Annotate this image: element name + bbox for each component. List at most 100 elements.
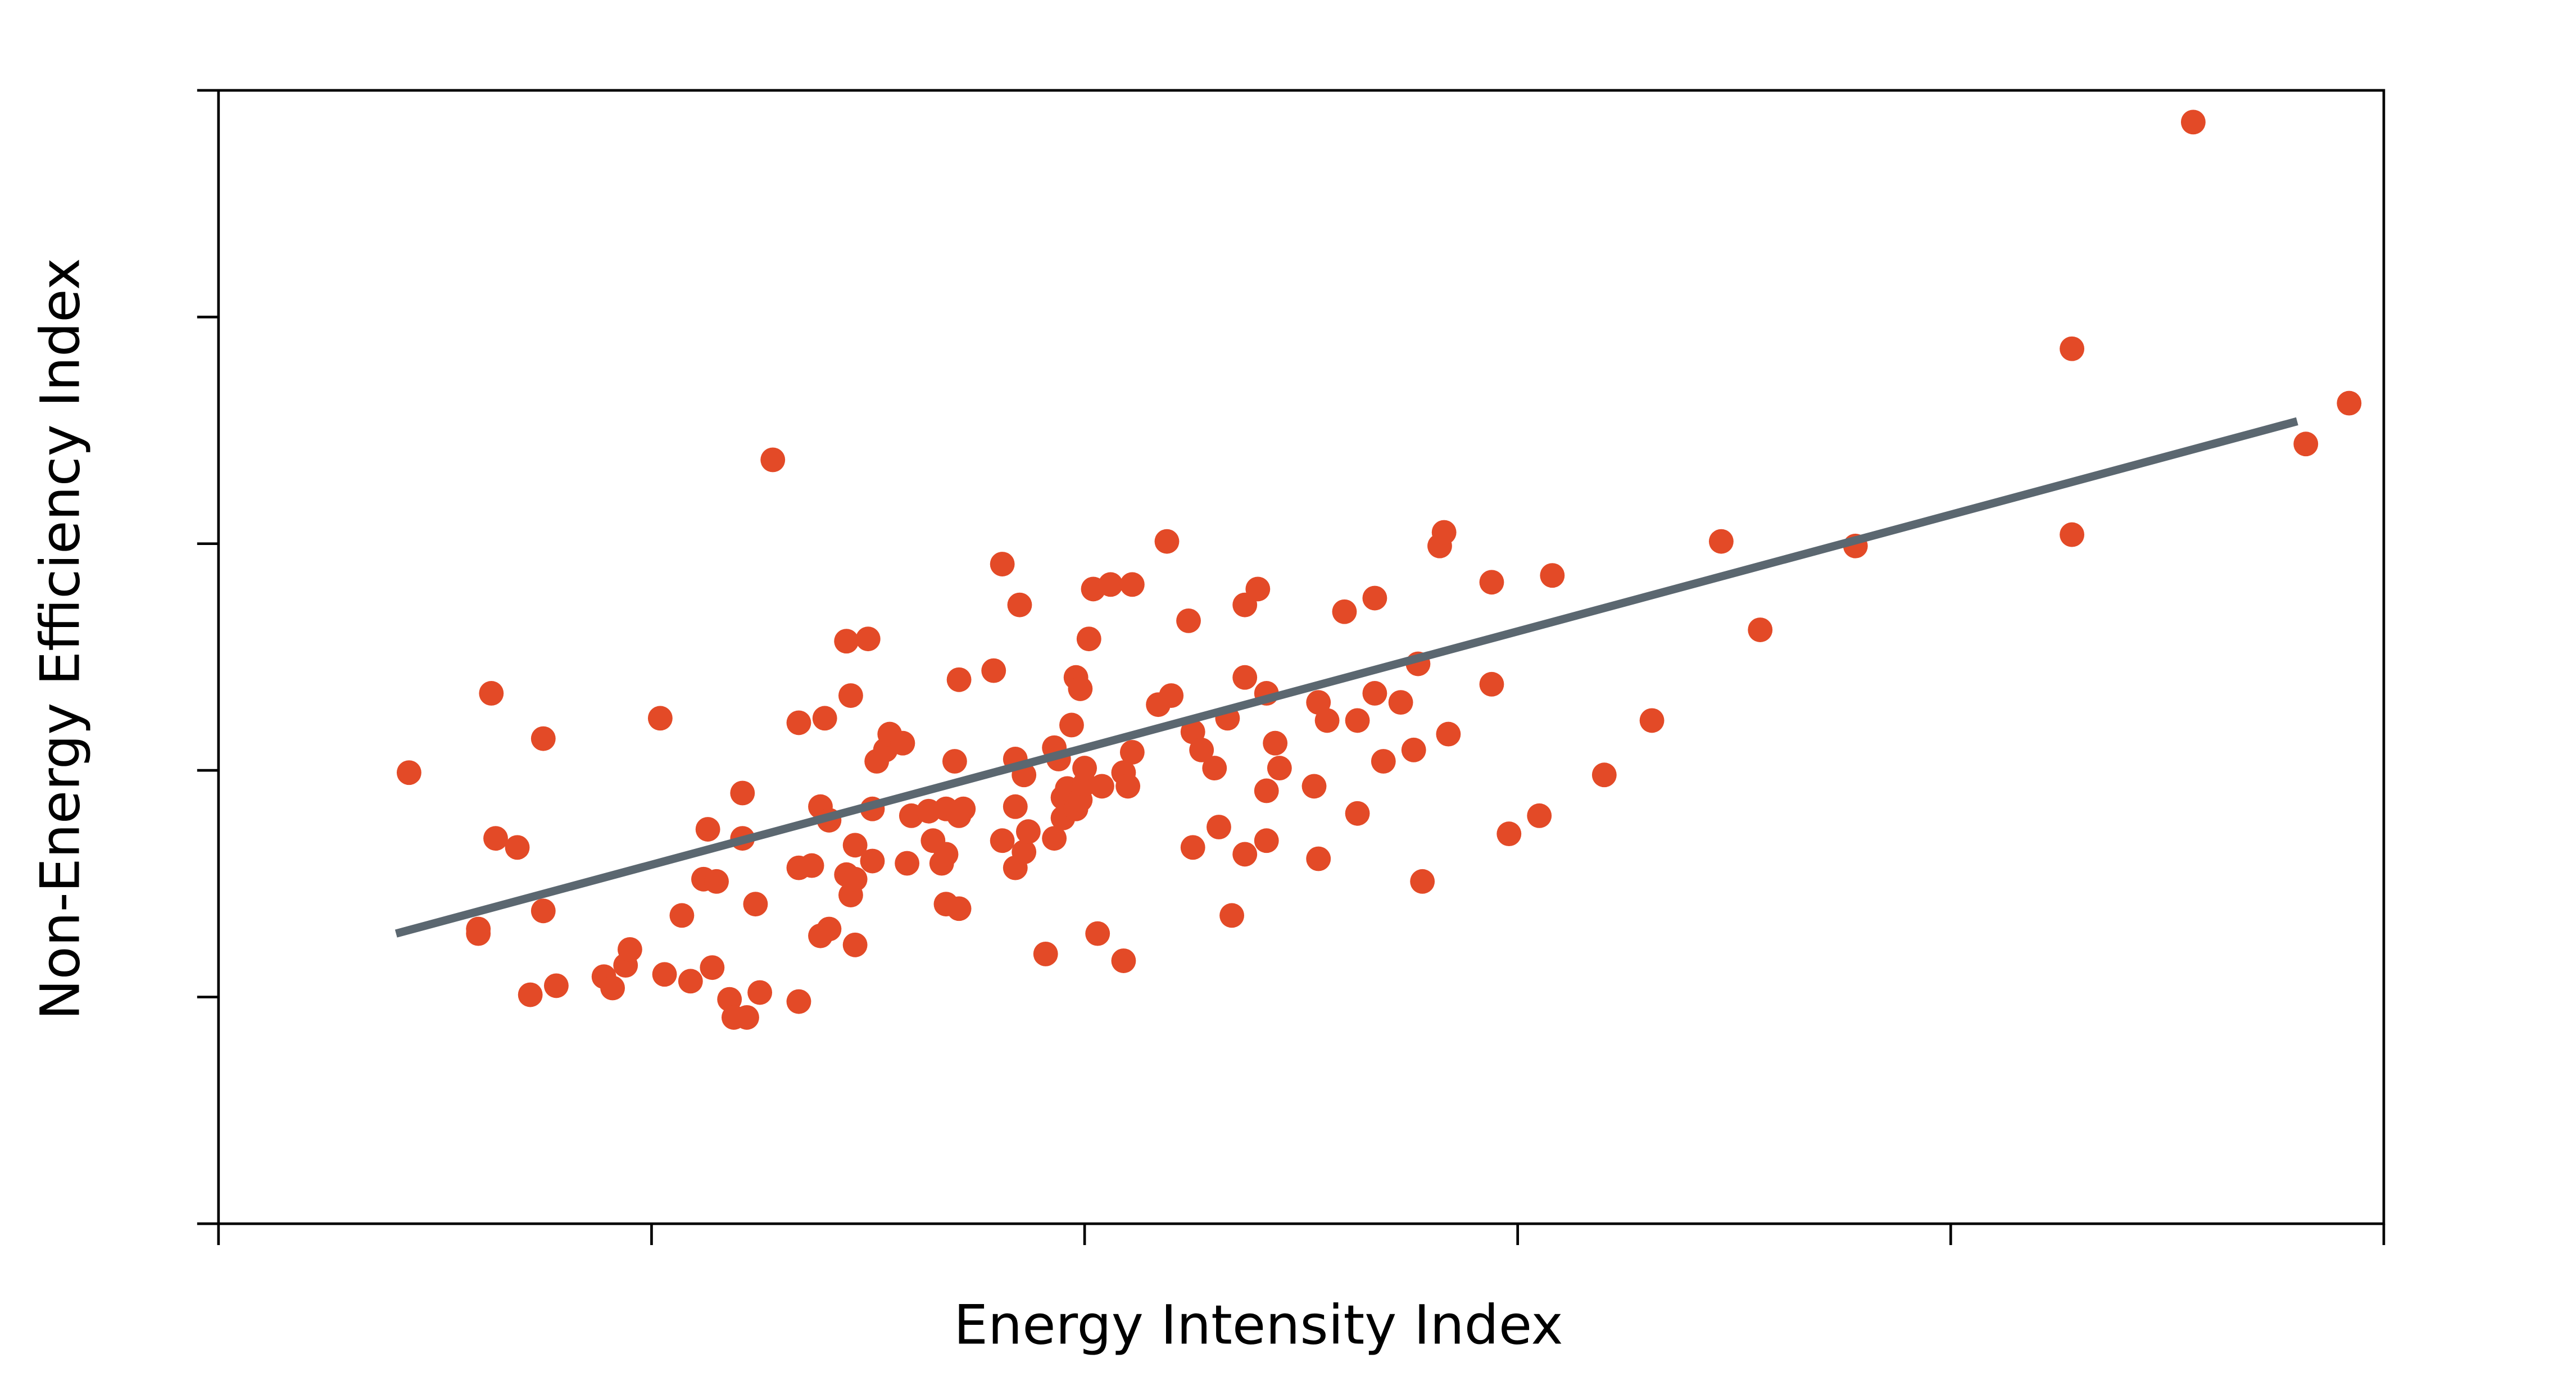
point — [1431, 520, 1457, 545]
point — [1159, 683, 1184, 708]
point — [543, 973, 569, 998]
point — [1362, 681, 1387, 706]
point — [1111, 948, 1136, 973]
trend-line — [394, 417, 2298, 938]
point — [1245, 576, 1271, 602]
point — [1068, 676, 1093, 701]
point — [1219, 903, 1245, 928]
point — [1072, 756, 1097, 781]
point — [730, 780, 755, 806]
point — [1401, 737, 1426, 762]
point — [1332, 599, 1357, 624]
point — [1708, 529, 1734, 554]
point — [1098, 572, 1123, 597]
point — [1301, 774, 1327, 799]
point — [786, 989, 811, 1014]
point — [1371, 749, 1396, 774]
point — [812, 706, 837, 731]
point — [1042, 826, 1067, 851]
point — [1527, 803, 1552, 828]
point — [1639, 708, 1665, 733]
point — [704, 869, 729, 894]
point — [1263, 730, 1288, 756]
point — [2060, 336, 2085, 361]
point — [1314, 708, 1340, 733]
point — [760, 447, 786, 473]
point — [786, 710, 811, 735]
point — [990, 828, 1015, 853]
point — [799, 853, 824, 878]
point — [1254, 778, 1279, 803]
point — [678, 969, 703, 994]
point — [734, 1005, 759, 1030]
point — [2060, 522, 2085, 547]
plot-frame — [217, 89, 2385, 1225]
y-axis-title: Non-Energy Efficiency Index — [28, 258, 92, 1020]
point — [817, 916, 842, 942]
point — [1015, 819, 1041, 844]
point — [834, 629, 859, 654]
point — [942, 749, 967, 774]
point — [1232, 665, 1258, 690]
point — [1176, 608, 1201, 633]
point — [1254, 828, 1279, 853]
point — [1591, 762, 1617, 788]
point — [1410, 869, 1435, 894]
point — [700, 955, 725, 980]
point — [1540, 563, 1565, 588]
point — [951, 796, 976, 821]
point — [1189, 737, 1214, 762]
point — [946, 896, 972, 921]
point — [466, 921, 491, 946]
point — [1345, 708, 1370, 733]
point — [1267, 756, 1292, 781]
point — [1012, 839, 1037, 865]
point — [1119, 572, 1145, 597]
point — [1748, 617, 1773, 642]
point — [1007, 592, 1032, 617]
point — [890, 730, 915, 756]
point — [981, 658, 1006, 683]
point — [483, 826, 508, 851]
point — [600, 975, 625, 1001]
point — [743, 892, 768, 917]
point — [855, 626, 881, 652]
point — [617, 937, 642, 962]
point — [669, 903, 695, 928]
point — [895, 851, 920, 876]
point — [1388, 690, 1413, 715]
point — [1033, 942, 1058, 966]
point — [1479, 671, 1504, 697]
point — [695, 817, 720, 842]
point — [1115, 774, 1141, 799]
point — [842, 866, 868, 892]
point — [838, 683, 863, 708]
point — [1345, 801, 1370, 826]
x-axis-title: Energy Intensity Index — [954, 1293, 1563, 1356]
point — [842, 833, 868, 858]
point — [1207, 815, 1231, 839]
point — [2293, 431, 2319, 457]
point — [1362, 585, 1387, 611]
point — [1089, 774, 1114, 799]
point — [1059, 712, 1084, 738]
point — [396, 760, 421, 785]
point — [842, 932, 868, 957]
point — [1180, 835, 1205, 860]
point — [1232, 842, 1258, 867]
point — [990, 552, 1015, 576]
point — [530, 726, 556, 751]
point — [1154, 529, 1180, 554]
point — [946, 667, 972, 692]
point — [479, 681, 504, 706]
point — [2180, 110, 2206, 135]
point — [1479, 570, 1504, 595]
point — [1306, 846, 1331, 871]
point — [647, 706, 673, 731]
point — [1436, 721, 1461, 747]
point — [505, 835, 530, 860]
point — [1202, 756, 1227, 781]
point — [2337, 390, 2362, 416]
point — [747, 980, 773, 1005]
